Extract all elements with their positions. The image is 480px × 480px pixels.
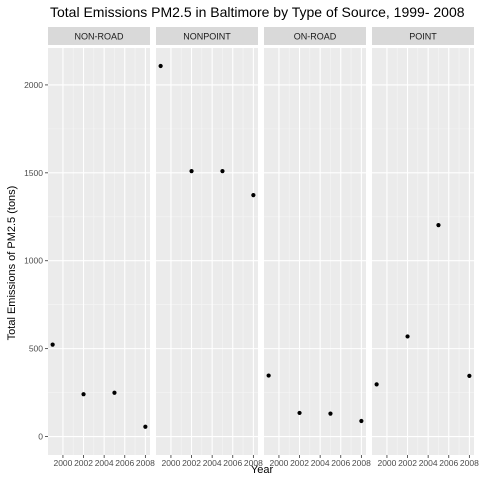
y-tick-label: 1000	[24, 256, 43, 266]
x-tick-label: 2008	[460, 458, 479, 468]
x-tick-label: 2000	[161, 458, 180, 468]
x-tick-label: 2000	[53, 458, 72, 468]
y-tick-label: 500	[29, 344, 43, 354]
facet-strip-label: NONPOINT	[183, 32, 231, 42]
facet-strip	[264, 27, 366, 45]
y-axis-title: Total Emissions of PM2.5 (tons)	[6, 186, 18, 341]
data-point-non-road-2008	[143, 424, 148, 429]
facet-strip	[372, 27, 474, 45]
x-tick-label: 2002	[290, 458, 309, 468]
x-tick-label: 2000	[377, 458, 396, 468]
facet-strip-label: NON-ROAD	[75, 32, 124, 42]
x-tick-label: 2004	[203, 458, 222, 468]
y-tick-label: 2000	[24, 80, 43, 90]
data-point-on-road-2002	[297, 410, 302, 416]
panel-background	[372, 48, 474, 455]
data-point-nonpoint-2002	[189, 169, 194, 174]
x-tick-label: 2008	[244, 458, 263, 468]
data-point-point-2008	[467, 373, 472, 378]
x-tick-label: 2008	[352, 458, 371, 468]
facet-panel-point: POINT 2000 2002 2004 2006 2008	[372, 27, 479, 468]
facet-panel-on-road: ON-ROAD 2000 2002 2004 2006 2008	[264, 27, 371, 468]
data-point-on-road-1999	[266, 373, 271, 378]
facet-panel-nonpoint: NONPOINT 2000 2002 2004 2006 2008	[156, 27, 263, 468]
panel-background	[264, 48, 366, 455]
panel-background	[156, 48, 258, 455]
x-tick-label: 2004	[95, 458, 114, 468]
data-point-point-1999	[374, 382, 379, 387]
data-point-nonpoint-1999	[158, 63, 163, 69]
data-point-non-road-2005	[112, 390, 117, 395]
x-tick-label: 2006	[439, 458, 458, 468]
y-tick-label: 1500	[24, 168, 43, 178]
x-tick-label: 2002	[398, 458, 417, 468]
x-tick-label: 2000	[269, 458, 288, 468]
y-tick-label: 0	[38, 432, 43, 442]
x-tick-label: 2004	[311, 458, 330, 468]
data-point-on-road-2008	[359, 418, 364, 424]
facet-panel-non-road: NON-ROAD 2000 2002 2004 2006 2008	[48, 27, 155, 468]
x-tick-label: 2006	[115, 458, 134, 468]
data-point-non-road-2002	[81, 392, 86, 397]
data-point-non-road-1999	[50, 342, 55, 347]
x-tick-label: 2002	[74, 458, 93, 468]
y-axis: 0 500 1000 1500 2000	[24, 80, 48, 442]
data-point-point-2005	[436, 223, 441, 228]
data-point-nonpoint-2005	[220, 169, 225, 174]
x-axis-title: Year	[251, 464, 274, 476]
data-point-nonpoint-2008	[251, 193, 256, 198]
data-point-on-road-2005	[328, 411, 333, 416]
data-point-point-2002	[405, 334, 410, 339]
x-tick-label: 2008	[136, 458, 155, 468]
x-tick-label: 2002	[182, 458, 201, 468]
panel-background	[48, 48, 150, 455]
facet-strip-label: POINT	[409, 32, 437, 42]
x-tick-label: 2006	[331, 458, 350, 468]
x-tick-label: 2006	[223, 458, 242, 468]
facet-strip	[48, 27, 150, 45]
facet-strip	[156, 27, 258, 45]
facet-strip-label: ON-ROAD	[294, 32, 337, 42]
chart-title: Total Emissions PM2.5 in Baltimore by Ty…	[50, 4, 465, 20]
x-tick-label: 2004	[419, 458, 438, 468]
